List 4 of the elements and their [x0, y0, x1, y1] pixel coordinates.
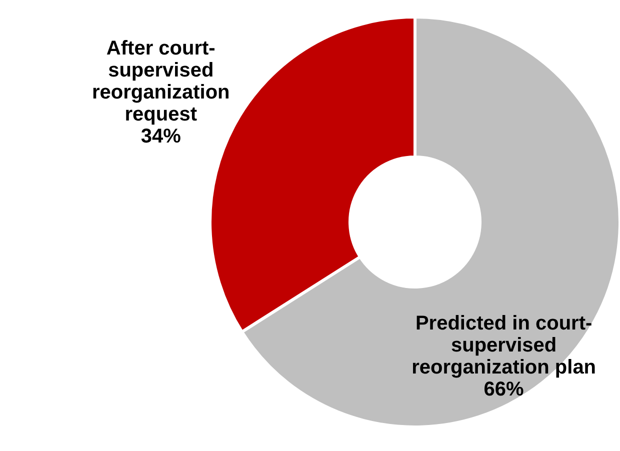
slice-label: After court-supervised reorganization request — [92, 37, 230, 126]
data-label: 34% — [140, 125, 182, 148]
slice-label: Predicted in court-supervised reorganization plan — [412, 312, 596, 378]
data-label: 66% — [484, 378, 524, 400]
